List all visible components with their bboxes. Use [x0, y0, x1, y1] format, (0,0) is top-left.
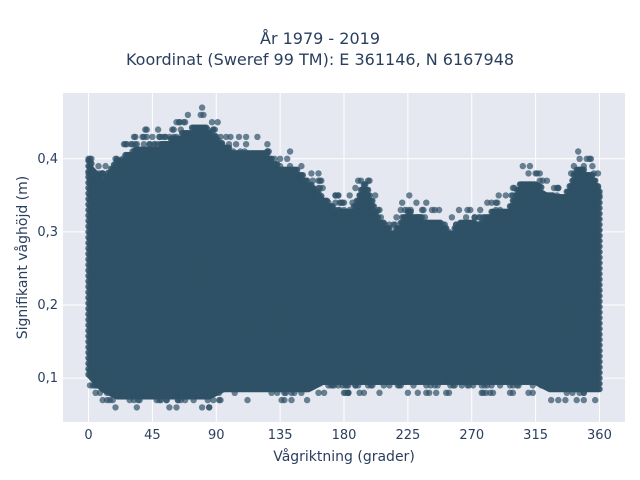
chart-title-line1: År 1979 - 2019 [260, 29, 380, 48]
chart-title-line2: Koordinat (Sweref 99 TM): E 361146, N 61… [125, 50, 515, 69]
data-points [85, 104, 603, 411]
